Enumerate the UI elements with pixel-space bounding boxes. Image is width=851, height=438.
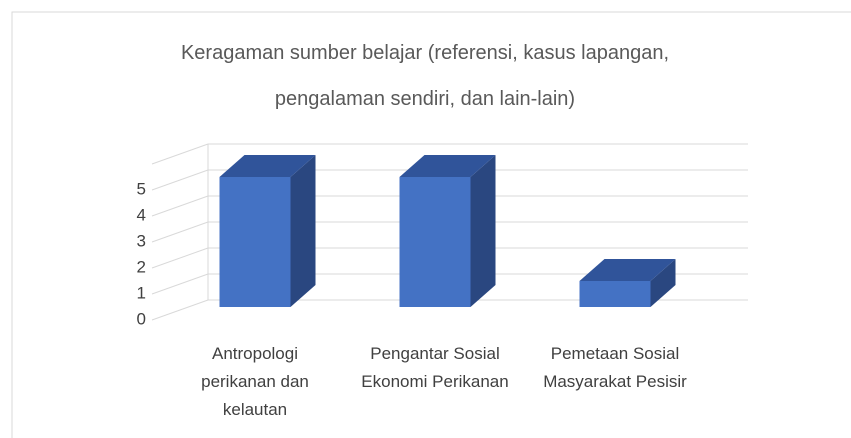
bar-side (290, 155, 316, 307)
chart-border (11, 11, 851, 438)
bar-top (219, 155, 316, 177)
bar (219, 177, 291, 307)
grid-line-side (151, 273, 209, 295)
bar (399, 177, 471, 307)
bar-side (470, 155, 496, 307)
y-tick-label: 4 (137, 205, 146, 224)
grid-line-side (151, 247, 209, 269)
y-tick-label: 5 (137, 179, 146, 198)
y-tick-label: 0 (137, 309, 146, 328)
y-tick-label: 2 (137, 257, 146, 276)
bar (579, 281, 651, 307)
grid-line-side (151, 195, 209, 217)
y-tick-label: 1 (137, 283, 146, 302)
chart-title: Keragaman sumber belajar (referensi, kas… (180, 42, 670, 110)
grid-line-side (151, 169, 209, 191)
x-tick-label: Antropologi perikanan dan kelautan (201, 344, 309, 419)
bar-side (650, 259, 676, 307)
grid-line-side (151, 299, 209, 321)
grid-line-side (151, 221, 209, 243)
x-tick-label: Pengantar Sosial Ekonomi Perikanan (361, 344, 509, 391)
y-tick-label: 3 (137, 231, 146, 250)
wall-side-top (151, 143, 209, 165)
bar-top (579, 259, 676, 281)
bar-top (399, 155, 496, 177)
x-tick-label: Pemetaan Sosial Masyarakat Pesisir (543, 344, 687, 391)
